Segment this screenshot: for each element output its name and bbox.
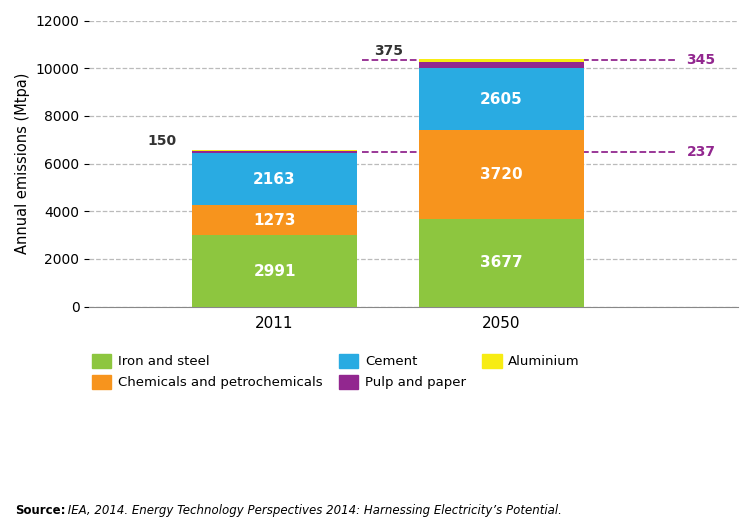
Text: IEA, 2014. Energy Technology Perspectives 2014: Harnessing Electricity’s Potenti: IEA, 2014. Energy Technology Perspective… bbox=[64, 504, 562, 517]
Text: 150: 150 bbox=[148, 134, 177, 148]
Legend: Iron and steel, Chemicals and petrochemicals, Cement, Pulp and paper, Aluminium: Iron and steel, Chemicals and petrochemi… bbox=[87, 349, 585, 395]
Text: 3677: 3677 bbox=[480, 255, 523, 270]
Bar bbox=[192, 151, 357, 153]
Text: 237: 237 bbox=[687, 145, 715, 159]
Bar bbox=[419, 59, 584, 62]
Bar bbox=[192, 153, 357, 205]
Text: 345: 345 bbox=[687, 53, 715, 67]
Text: 2163: 2163 bbox=[253, 172, 296, 187]
Text: 2991: 2991 bbox=[253, 264, 296, 279]
Text: 375: 375 bbox=[374, 44, 404, 58]
Text: 3720: 3720 bbox=[480, 167, 523, 182]
Bar bbox=[192, 205, 357, 236]
Bar bbox=[192, 236, 357, 307]
Bar bbox=[192, 150, 357, 151]
Text: Source:: Source: bbox=[15, 504, 66, 517]
Bar bbox=[419, 62, 584, 68]
Bar bbox=[419, 131, 584, 219]
Text: 1273: 1273 bbox=[253, 213, 296, 228]
Bar bbox=[419, 68, 584, 131]
Y-axis label: Annual emissions (Mtpa): Annual emissions (Mtpa) bbox=[15, 73, 30, 254]
Text: 2605: 2605 bbox=[480, 92, 523, 107]
Bar bbox=[419, 219, 584, 307]
